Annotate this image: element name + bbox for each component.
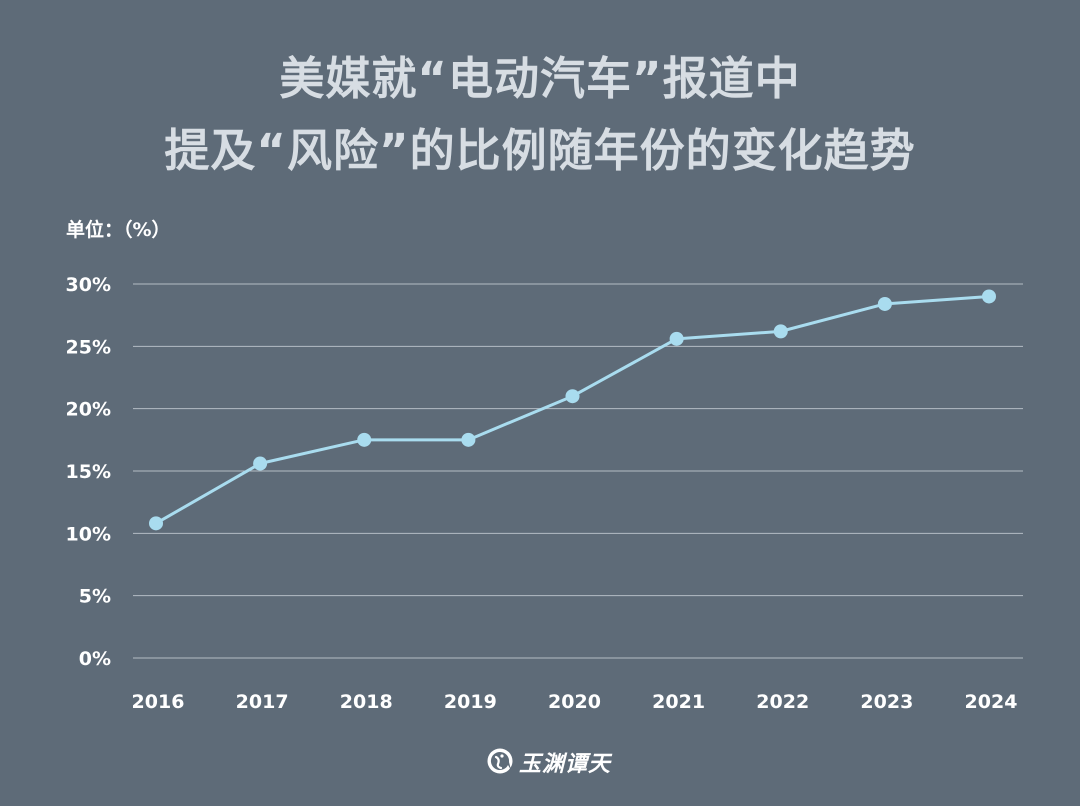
chart-title-line-1: 美媒就“电动汽车”报道中: [279, 52, 801, 105]
data-point-2017: [253, 456, 268, 471]
x-tick-label: 2023: [860, 691, 913, 713]
data-point-2022: [773, 324, 788, 339]
data-point-2023: [877, 296, 892, 311]
y-tick-label: 15%: [66, 461, 111, 483]
x-tick-label: 2024: [965, 691, 1018, 713]
x-tick-label: 2020: [548, 691, 601, 713]
x-tick-label: 2019: [444, 691, 497, 713]
y-tick-label: 10%: [66, 523, 111, 545]
y-tick-label: 20%: [66, 399, 111, 421]
x-tick-label: 2016: [132, 691, 185, 713]
data-point-2024: [982, 289, 996, 304]
x-tick-label: 2021: [652, 691, 705, 713]
y-axis-tick-labels: 0% 5% 10% 15% 20% 25% 30%: [66, 274, 111, 670]
x-tick-label: 2018: [340, 691, 393, 713]
y-tick-label: 5%: [79, 586, 111, 608]
data-point-2018: [357, 432, 372, 447]
brand-logo-text: 玉渊谭天: [519, 751, 612, 777]
x-tick-label: 2017: [236, 691, 289, 713]
series-risk-ratio: [149, 289, 996, 531]
data-point-2021: [669, 331, 684, 346]
y-tick-label: 30%: [66, 274, 111, 296]
grid-lines: [133, 283, 1023, 659]
brand-logo: 玉渊谭天: [486, 745, 611, 779]
y-tick-label: 25%: [66, 336, 111, 358]
y-tick-label: 0%: [79, 648, 111, 670]
chart-title-line-2: 提及“风险”的比例随年份的变化趋势: [164, 124, 916, 177]
data-point-2020: [565, 389, 580, 404]
x-tick-label: 2022: [756, 691, 809, 713]
data-point-2019: [461, 432, 476, 447]
x-axis-tick-labels: 2016 2017 2018 2019 2020 2021 2022 2023 2024: [132, 691, 1018, 713]
series-line: [155, 294, 990, 525]
data-point-2016: [149, 516, 163, 531]
yuyuan-tantian-logo-icon: [487, 748, 513, 774]
unit-label: 单位：（%）: [66, 219, 171, 241]
